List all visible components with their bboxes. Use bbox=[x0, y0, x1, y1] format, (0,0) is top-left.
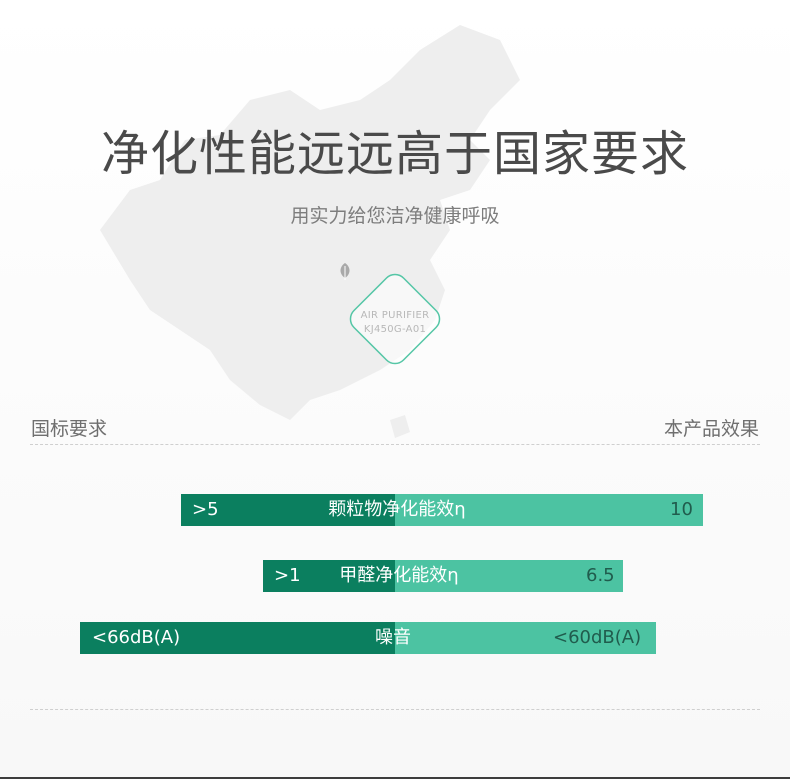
divider-bottom bbox=[30, 709, 760, 710]
product-value: 10 bbox=[670, 499, 693, 520]
page-subtitle: 用实力给您洁净健康呼吸 bbox=[290, 205, 500, 227]
compare-row: >1 甲醛净化能效η 6.5 bbox=[0, 560, 790, 592]
national-standard-label: 国标要求 bbox=[31, 418, 108, 440]
leaf-icon bbox=[340, 263, 350, 280]
badge-line-1: AIR PURIFIER bbox=[360, 310, 430, 321]
product-bar bbox=[395, 622, 656, 654]
china-map-background bbox=[100, 25, 520, 438]
national-value: >1 bbox=[274, 565, 301, 586]
national-value: <66dB(A) bbox=[92, 627, 181, 648]
product-badge: AIR PURIFIER KJ450G-A01 bbox=[338, 262, 452, 376]
compare-row: <66dB(A) 噪音 <60dB(A) bbox=[0, 622, 790, 654]
metric-label: 甲醛净化能效η bbox=[339, 565, 459, 586]
badge-diamond-outline bbox=[349, 273, 441, 365]
product-value: 6.5 bbox=[586, 565, 615, 586]
product-bar bbox=[395, 560, 623, 592]
national-value: >5 bbox=[192, 499, 219, 520]
national-bar bbox=[80, 622, 395, 654]
national-bar bbox=[263, 560, 395, 592]
product-bar bbox=[395, 494, 703, 526]
product-result-label: 本产品效果 bbox=[663, 418, 759, 440]
divider-top bbox=[30, 444, 760, 445]
bottom-border bbox=[0, 777, 790, 779]
product-value: <60dB(A) bbox=[553, 627, 642, 648]
metric-label: 噪音 bbox=[375, 627, 411, 648]
page-title: 净化性能远远高于国家要求 bbox=[100, 126, 689, 182]
metric-label: 颗粒物净化能效η bbox=[328, 499, 466, 520]
badge-line-2: KJ450G-A01 bbox=[363, 324, 427, 335]
national-bar bbox=[181, 494, 395, 526]
compare-row: >5 颗粒物净化能效η 10 bbox=[0, 494, 790, 526]
